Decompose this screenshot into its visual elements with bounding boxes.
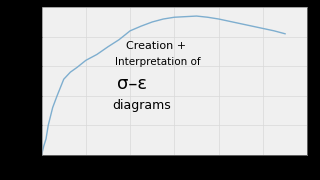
X-axis label: Strain: Strain <box>162 171 187 180</box>
Text: Creation +: Creation + <box>126 41 186 51</box>
Text: Interpretation of: Interpretation of <box>115 57 200 68</box>
Text: σ–ε: σ–ε <box>117 75 147 93</box>
Y-axis label: Stress (MPa): Stress (MPa) <box>11 55 20 107</box>
Text: diagrams: diagrams <box>112 99 171 112</box>
